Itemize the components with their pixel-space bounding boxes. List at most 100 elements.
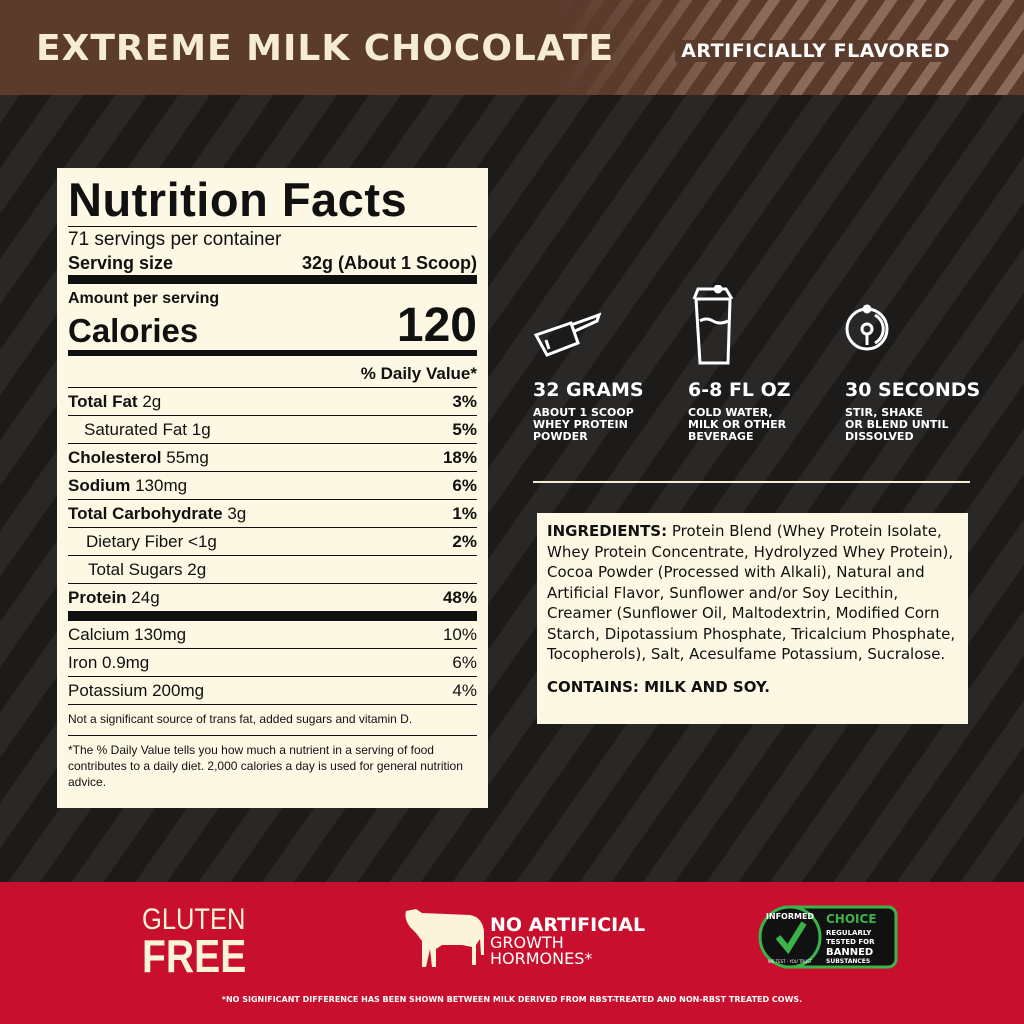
- nutrition-note: Not a significant source of trans fat, a…: [68, 705, 477, 736]
- hormones-line3: HORMONES*: [490, 949, 593, 968]
- nutrient-dv: 2%: [452, 532, 477, 551]
- serving-size-row: Serving size 32g (About 1 Scoop): [68, 251, 477, 284]
- nutrient-label: Saturated Fat: [84, 420, 188, 439]
- divider: [533, 481, 970, 483]
- nutrient-dv: 48%: [442, 588, 477, 607]
- nutrient-amount: 55mg: [166, 448, 209, 467]
- gluten-free-badge: GLUTEN FREE: [142, 903, 247, 982]
- nutrient-label: Total Fat: [68, 392, 138, 411]
- mineral-dv: 6%: [452, 653, 477, 672]
- nutrient-label: Cholesterol: [68, 448, 162, 467]
- nutrient-name: Total Carbohydrate 3g: [68, 500, 246, 527]
- header-banner: EXTREME MILK CHOCOLATE ARTIFICIALLY FLAV…: [0, 0, 1024, 95]
- nutrient-amount: 2g: [142, 392, 162, 411]
- nutrient-name: Total Sugars 2g: [68, 556, 206, 583]
- nutrient-row: Saturated Fat 1g 5%: [68, 416, 477, 444]
- dv-header: % Daily Value*: [68, 360, 477, 388]
- nutrient-amount: 24g: [131, 588, 160, 607]
- direction-item: 32 GRAMS ABOUT 1 SCOOP WHEY PROTEIN POWD…: [533, 285, 683, 443]
- nutrient-name: Sodium 130mg: [68, 472, 187, 499]
- informed-text: INFORMED: [766, 912, 815, 921]
- ingredients-panel: INGREDIENTS: Protein Blend (Whey Protein…: [537, 513, 968, 724]
- hormones-line1: NO ARTIFICIAL: [490, 914, 646, 936]
- nutrient-amount: 3g: [227, 504, 247, 523]
- direction-text: STIR, SHAKE OR BLEND UNTIL DISSOLVED: [845, 406, 949, 443]
- mineral-dv: 4%: [452, 681, 477, 700]
- informed-sub: WE TEST · YOU TRUST: [768, 959, 813, 964]
- flavor-title: EXTREME MILK CHOCOLATE: [36, 28, 615, 69]
- allergen-statement: CONTAINS: MILK AND SOY.: [547, 677, 770, 696]
- nutrient-dv: 6%: [452, 476, 477, 495]
- serving-size-value: 32g (About 1 Scoop): [302, 253, 477, 273]
- ingredients-text: INGREDIENTS: Protein Blend (Whey Protein…: [547, 521, 958, 665]
- mineral-name: Calcium 130mg: [68, 625, 187, 644]
- mineral-dv: 10%: [442, 625, 477, 644]
- nutrient-dv: 3%: [452, 392, 477, 411]
- direction-title: 6-8 FL OZ: [688, 379, 791, 401]
- rbst-footnote: *NO SIGNIFICANT DIFFERENCE HAS BEEN SHOW…: [221, 995, 803, 1004]
- direction-title: 32 GRAMS: [533, 379, 644, 401]
- nutrient-amount: 2g: [187, 560, 207, 579]
- nutrient-label: Total Sugars: [88, 560, 183, 579]
- no-hormones-badge: NO ARTIFICIAL GROWTH HORMONES*: [490, 916, 645, 967]
- choice-text: CHOICE: [826, 912, 877, 926]
- mineral-name: Iron 0.9mg: [68, 653, 150, 672]
- nutrient-row: Protein 24g 48%: [68, 584, 477, 612]
- nutrition-title: Nutrition Facts: [68, 174, 477, 227]
- mineral-row: Iron 0.9mg 6%: [68, 649, 477, 677]
- ingredients-label: INGREDIENTS:: [547, 522, 668, 540]
- direction-text: ABOUT 1 SCOOP WHEY PROTEIN POWDER: [533, 406, 634, 443]
- amount-per-serving: Amount per serving: [68, 290, 220, 307]
- nutrient-dv: 1%: [452, 504, 477, 523]
- checkmark-icon: [775, 921, 807, 955]
- scoop-icon: [533, 312, 602, 357]
- choice-line: TESTED FOR: [826, 938, 875, 946]
- free-line: FREE: [142, 930, 247, 982]
- nutrient-name: Total Fat 2g: [68, 388, 161, 415]
- timer-icon: [845, 304, 889, 351]
- choice-line: SUBSTANCES: [826, 958, 870, 965]
- nutrient-label: Sodium: [68, 476, 131, 495]
- cow-icon: [405, 909, 484, 967]
- servings: 71 servings per container: [68, 229, 282, 250]
- nutrient-label: Total Carbohydrate: [68, 504, 223, 523]
- nutrient-amount: 130mg: [135, 476, 188, 495]
- choice-line: REGULARLY: [826, 929, 872, 937]
- calories-label: Calories: [68, 312, 199, 349]
- nutrient-amount: <1g: [188, 532, 217, 551]
- direction-item: 6-8 FL OZ COLD WATER, MILK OR OTHER BEVE…: [688, 285, 838, 443]
- ingredients-list: Protein Blend (Whey Protein Isolate, Whe…: [547, 522, 956, 663]
- nutrient-row: Total Fat 2g 3%: [68, 388, 477, 416]
- nutrition-footnote: *The % Daily Value tells you how much a …: [68, 743, 463, 789]
- informed-choice-badge: INFORMED WE TEST · YOU TRUST CHOICE REGU…: [758, 905, 898, 969]
- directions: 32 GRAMS ABOUT 1 SCOOP WHEY PROTEIN POWD…: [533, 285, 980, 455]
- nutrient-name: Protein 24g: [68, 584, 160, 611]
- nutrient-row: Total Carbohydrate 3g 1%: [68, 500, 477, 528]
- nutrient-row: Total Sugars 2g: [68, 556, 477, 584]
- nutrient-row: Cholesterol 55mg 18%: [68, 444, 477, 472]
- mineral-row: Potassium 200mg 4%: [68, 677, 477, 705]
- nutrient-name: Dietary Fiber <1g: [68, 528, 217, 555]
- gluten-line: GLUTEN: [142, 903, 246, 936]
- direction-item: 30 SECONDS STIR, SHAKE OR BLEND UNTIL DI…: [845, 285, 995, 443]
- direction-text: COLD WATER, MILK OR OTHER BEVERAGE: [688, 406, 787, 443]
- direction-title: 30 SECONDS: [845, 379, 981, 401]
- shaker-icon: [692, 285, 734, 365]
- nutrient-label: Protein: [68, 588, 127, 607]
- mineral-row: Calcium 130mg 10%: [68, 621, 477, 649]
- nutrient-dv: 5%: [452, 420, 477, 439]
- nutrition-facts-panel: Nutrition Facts 71 servings per containe…: [57, 168, 488, 808]
- serving-size-label: Serving size: [68, 253, 174, 273]
- nutrient-label: Dietary Fiber: [86, 532, 184, 551]
- nutrient-name: Saturated Fat 1g: [68, 416, 211, 443]
- calories-row: Calories 120: [68, 302, 477, 356]
- flavor-note: ARTIFICIALLY FLAVORED: [675, 40, 956, 62]
- nutrient-dv: 18%: [442, 448, 477, 467]
- hormones-line2: GROWTH: [490, 933, 564, 952]
- nutrient-name: Cholesterol 55mg: [68, 444, 209, 471]
- nutrient-row: Sodium 130mg 6%: [68, 472, 477, 500]
- nutrient-row: Dietary Fiber <1g 2%: [68, 528, 477, 556]
- calories-value: 120: [396, 299, 477, 352]
- choice-line: BANNED: [826, 947, 873, 958]
- nutrient-amount: 1g: [191, 420, 211, 439]
